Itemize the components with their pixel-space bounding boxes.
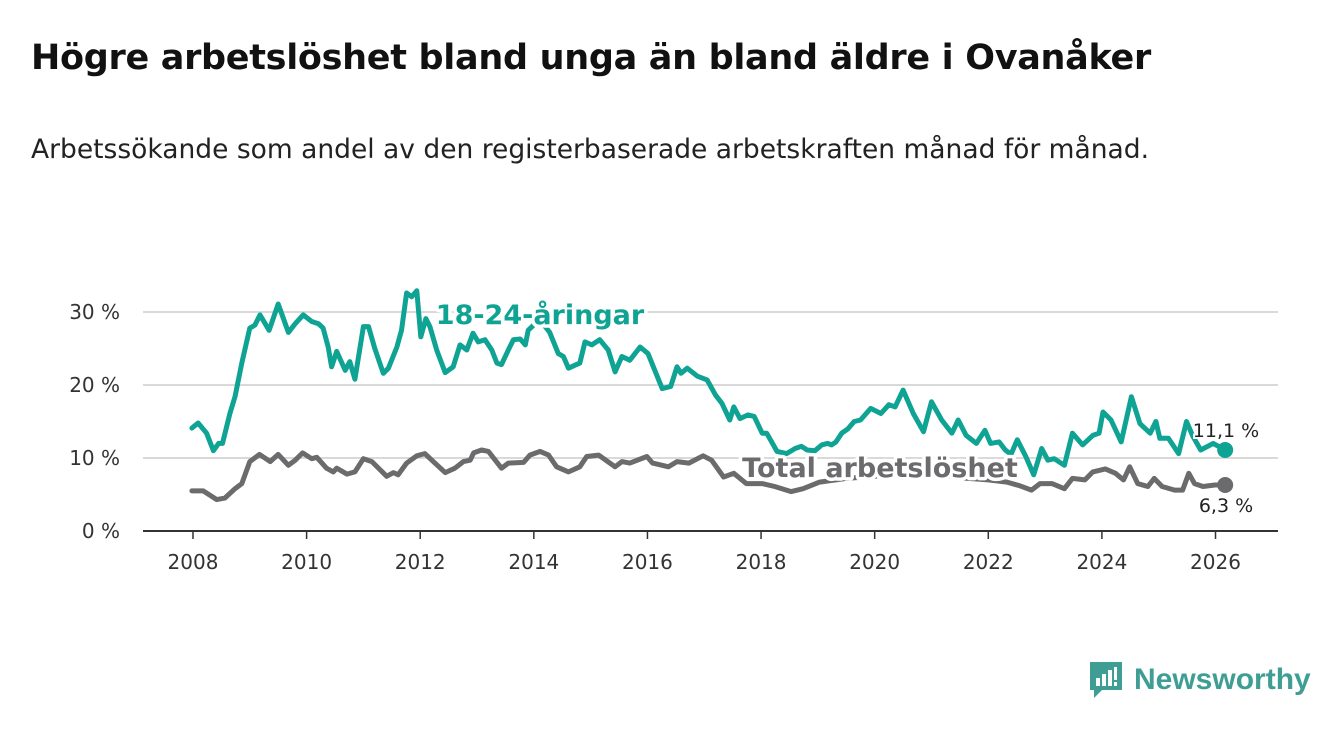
series-end-point [1217, 477, 1234, 494]
x-tick-label: 2024 [1076, 550, 1127, 574]
x-tick-label: 2008 [168, 550, 219, 574]
series-line [189, 447, 1228, 503]
x-tick-label: 2012 [395, 550, 446, 574]
y-tick-label: 10 % [69, 446, 120, 470]
series-end-point [1217, 441, 1234, 458]
newsworthy-logo-icon [1090, 662, 1122, 698]
x-tick-label: 2026 [1190, 550, 1241, 574]
x-tick-label: 2022 [963, 550, 1014, 574]
end-value-label: 11,1 % [1193, 420, 1259, 442]
series-label: Total arbetslöshet [742, 453, 1018, 484]
end-value-label: 6,3 % [1199, 495, 1253, 517]
series-line [189, 288, 1228, 478]
series-label: 18-24-åringar [436, 299, 645, 331]
chart-title: Högre arbetslöshet bland unga än bland ä… [31, 38, 1151, 78]
chart-subtitle: Arbetssökande som andel av den registerb… [31, 134, 1150, 165]
x-tick-label: 2018 [736, 550, 787, 574]
y-tick-label: 0 % [82, 519, 120, 543]
brand-name: Newsworthy [1134, 663, 1311, 696]
newsworthy-logo: Newsworthy [1088, 660, 1311, 700]
x-tick-label: 2016 [622, 550, 673, 574]
y-tick-label: 30 % [69, 300, 120, 324]
x-tick-label: 2010 [281, 550, 332, 574]
y-tick-label: 20 % [69, 373, 120, 397]
x-tick-label: 2020 [849, 550, 900, 574]
x-tick-label: 2014 [508, 550, 559, 574]
